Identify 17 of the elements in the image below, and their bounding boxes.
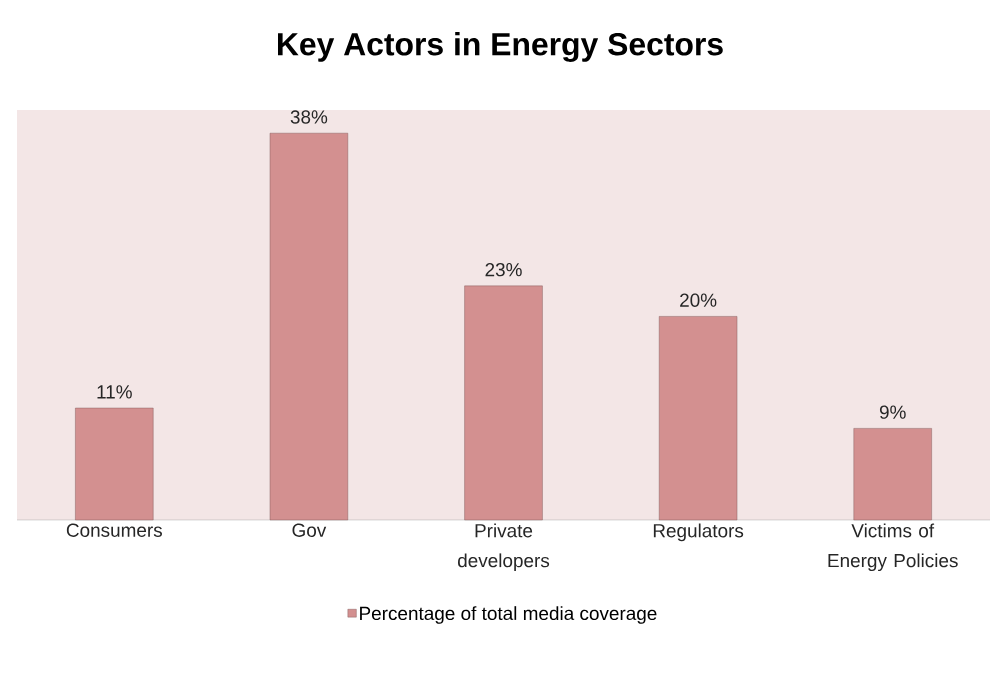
x-tick-label: Private developers (458, 523, 550, 572)
data-label: 11% (97, 385, 132, 399)
data-label: 9% (879, 405, 906, 419)
bar (853, 428, 932, 521)
chart-title: Key Actors in Energy Sectors (278, 32, 723, 62)
x-tick-label: Victims of Energy Policies (828, 523, 958, 572)
data-label: 20% (680, 293, 717, 307)
bar (464, 285, 543, 521)
data-label: 23% (485, 262, 522, 277)
bar (269, 132, 349, 521)
legend-label: Percentage of total media coverage (360, 606, 657, 624)
x-tick-label: Consumers (66, 523, 162, 537)
bar (75, 407, 154, 521)
data-label: 38% (290, 110, 328, 124)
bar (658, 316, 738, 521)
x-tick-label: Regulators (653, 523, 744, 542)
x-tick-label: Gov (292, 523, 327, 537)
